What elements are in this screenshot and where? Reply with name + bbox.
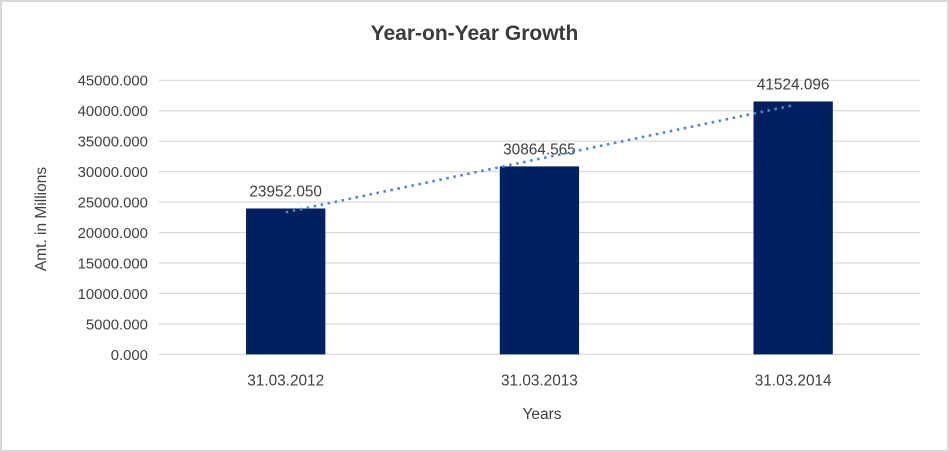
x-axis-title: Years (522, 406, 562, 423)
y-axis-tick-label: 35000.000 (78, 135, 148, 151)
y-axis-tick-label: 0.000 (111, 348, 148, 364)
bar-31.03.2012 (246, 208, 326, 355)
y-axis-tick-label: 15000.000 (78, 256, 148, 272)
bar-31.03.2013 (499, 166, 580, 355)
y-axis-tick-label: 30000.000 (78, 165, 148, 181)
bar-value-label: 30864.565 (503, 141, 576, 158)
x-axis-category-label: 31.03.2014 (755, 373, 832, 390)
bar-value-label: 23952.050 (249, 184, 322, 201)
bar-31.03.2014 (753, 101, 833, 355)
trendline (285, 104, 794, 214)
y-axis-tick-label: 20000.000 (78, 226, 148, 242)
y-axis-tick-label: 5000.000 (86, 317, 148, 333)
y-axis-tick-label: 45000.000 (78, 74, 148, 90)
chart-title: Year-on-Year Growth (370, 22, 579, 45)
y-axis-tick-label: 40000.000 (78, 104, 148, 120)
y-axis-tick-label: 25000.000 (78, 196, 148, 212)
x-axis-category-label: 31.03.2012 (247, 373, 324, 390)
y-axis-tick-label: 10000.000 (78, 287, 148, 303)
bar-value-label: 41524.096 (757, 77, 830, 94)
x-axis-category-label: 31.03.2013 (501, 373, 578, 390)
